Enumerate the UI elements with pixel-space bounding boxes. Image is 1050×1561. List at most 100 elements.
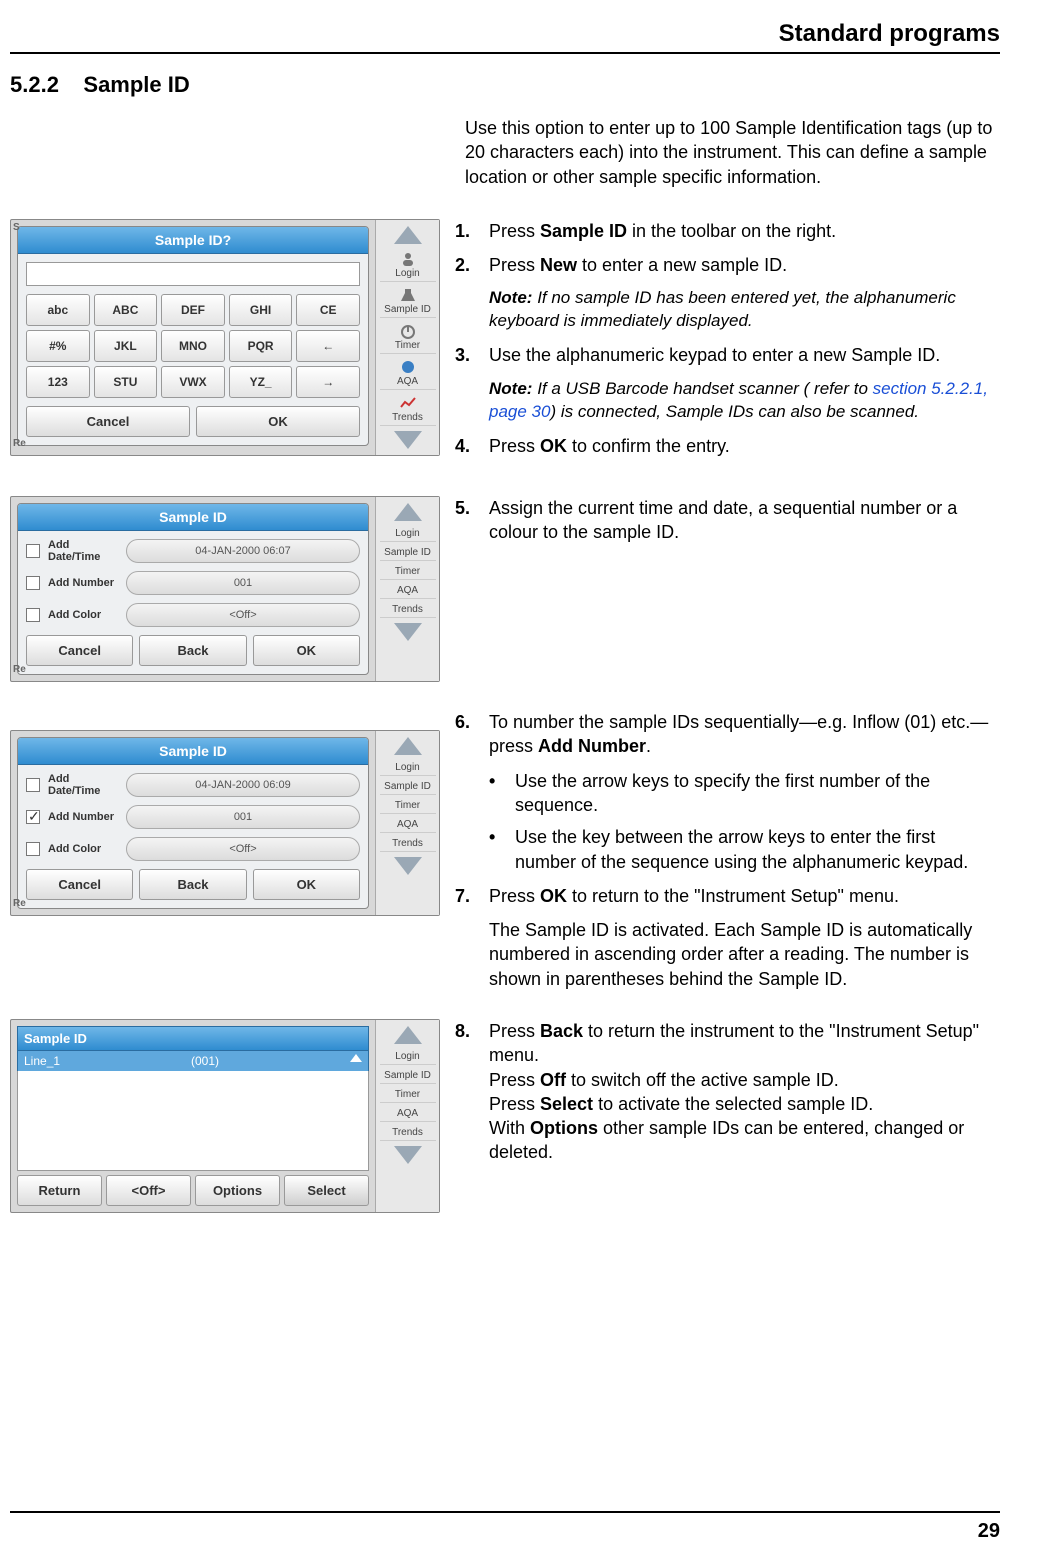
add-number-value[interactable]: 001 xyxy=(126,571,360,595)
scroll-down-icon[interactable] xyxy=(394,431,422,449)
row-2: Sample ID Add Date/Time04-JAN-2000 06:07… xyxy=(10,496,1000,682)
key-ABC[interactable]: ABC xyxy=(94,294,158,326)
step-8-text: Press Back to return the instrument to t… xyxy=(489,1019,1000,1165)
scroll-down-icon[interactable] xyxy=(394,857,422,875)
add-datetime-checkbox[interactable] xyxy=(26,544,40,558)
scroll-down-icon[interactable] xyxy=(394,623,422,641)
key-right-arrow[interactable]: → xyxy=(296,366,360,398)
screenshot-3: Sample ID Add Date/Time04-JAN-2000 06:09… xyxy=(10,730,440,916)
shot1-corner-top: S xyxy=(13,222,20,233)
scroll-up-icon[interactable] xyxy=(394,737,422,755)
key-STU[interactable]: STU xyxy=(94,366,158,398)
toolbar-trends[interactable]: Trends xyxy=(380,602,436,618)
list-scroll-up-icon[interactable] xyxy=(350,1054,362,1062)
toolbar-trends[interactable]: Trends xyxy=(380,836,436,852)
row-4: Sample ID Line_1 (001) Return <Off> Opti… xyxy=(10,1019,1000,1213)
key-sym[interactable]: #% xyxy=(26,330,90,362)
toolbar-sample-id[interactable]: Sample ID xyxy=(380,1068,436,1084)
list-row-selected[interactable]: Line_1 (001) xyxy=(17,1051,369,1071)
add-datetime-value[interactable]: 04-JAN-2000 06:07 xyxy=(126,539,360,563)
add-color-checkbox[interactable] xyxy=(26,608,40,622)
add-datetime-checkbox[interactable] xyxy=(26,778,40,792)
note-1: Note: If no sample ID has been entered y… xyxy=(489,287,1000,333)
person-icon xyxy=(399,251,417,267)
step-4-num: 4. xyxy=(455,434,489,458)
toolbar-login[interactable]: Login xyxy=(380,249,436,282)
toolbar-aqa[interactable]: AQA xyxy=(380,817,436,833)
shot2-corner-bl: Re xyxy=(13,664,26,675)
sample-id-input[interactable] xyxy=(26,262,360,286)
toolbar-trends[interactable]: Trends xyxy=(380,393,436,426)
step-7-text: Press OK to return to the "Instrument Se… xyxy=(489,884,1000,908)
step-3-num: 3. xyxy=(455,343,489,367)
cancel-button[interactable]: Cancel xyxy=(26,869,133,900)
screenshot-4: Sample ID Line_1 (001) Return <Off> Opti… xyxy=(10,1019,440,1213)
scroll-down-icon[interactable] xyxy=(394,1146,422,1164)
shot1-corner-bl: Re xyxy=(13,438,26,449)
step-8-num: 8. xyxy=(455,1019,489,1165)
key-123[interactable]: 123 xyxy=(26,366,90,398)
step-6-text: To number the sample IDs sequentially—e.… xyxy=(489,710,1000,759)
toolbar-timer[interactable]: Timer xyxy=(380,321,436,354)
dialog-sample-id-keypad: Sample ID? abc ABC DEF GHI CE #% xyxy=(17,226,369,446)
add-color-checkbox[interactable] xyxy=(26,842,40,856)
toolbar-sample-id[interactable]: Sample ID xyxy=(380,779,436,795)
scroll-up-icon[interactable] xyxy=(394,1026,422,1044)
key-CE[interactable]: CE xyxy=(296,294,360,326)
cancel-button[interactable]: Cancel xyxy=(26,635,133,666)
toolbar-sample-id[interactable]: Sample ID xyxy=(380,545,436,561)
ok-button[interactable]: OK xyxy=(253,869,360,900)
globe-icon xyxy=(399,359,417,375)
toolbar-timer[interactable]: Timer xyxy=(380,564,436,580)
ok-button[interactable]: OK xyxy=(196,406,360,437)
toolbar-aqa[interactable]: AQA xyxy=(380,583,436,599)
back-button[interactable]: Back xyxy=(139,869,246,900)
key-GHI[interactable]: GHI xyxy=(229,294,293,326)
key-YZ[interactable]: YZ_ xyxy=(229,366,293,398)
add-number-checkbox[interactable] xyxy=(26,576,40,590)
return-button[interactable]: Return xyxy=(17,1175,102,1206)
step-1-num: 1. xyxy=(455,219,489,243)
cancel-button[interactable]: Cancel xyxy=(26,406,190,437)
key-abc[interactable]: abc xyxy=(26,294,90,326)
footer-rule xyxy=(10,1511,1000,1513)
toolbar-aqa[interactable]: AQA xyxy=(380,1106,436,1122)
add-color-label: Add Color xyxy=(48,609,118,621)
off-button[interactable]: <Off> xyxy=(106,1175,191,1206)
key-DEF[interactable]: DEF xyxy=(161,294,225,326)
options-button[interactable]: Options xyxy=(195,1175,280,1206)
key-PQR[interactable]: PQR xyxy=(229,330,293,362)
add-number-checkbox[interactable] xyxy=(26,810,40,824)
toolbar-sample-id[interactable]: Sample ID xyxy=(380,285,436,318)
step-6-num: 6. xyxy=(455,710,489,759)
toolbar-right: Login Sample ID Timer AQA Trends xyxy=(375,220,439,455)
key-JKL[interactable]: JKL xyxy=(94,330,158,362)
page-number: 29 xyxy=(978,1520,1000,1543)
keypad: abc ABC DEF GHI CE #% JKL MNO PQR ← xyxy=(26,294,360,398)
add-color-value[interactable]: <Off> xyxy=(126,603,360,627)
ok-button[interactable]: OK xyxy=(253,635,360,666)
step-5-num: 5. xyxy=(455,496,489,545)
toolbar-aqa[interactable]: AQA xyxy=(380,357,436,390)
key-VWX[interactable]: VWX xyxy=(161,366,225,398)
back-button[interactable]: Back xyxy=(139,635,246,666)
toolbar-right: Login Sample ID Timer AQA Trends xyxy=(375,497,439,681)
list-row-value: (001) xyxy=(191,1054,219,1068)
toolbar-login[interactable]: Login xyxy=(380,760,436,776)
toolbar-login[interactable]: Login xyxy=(380,1049,436,1065)
toolbar-timer[interactable]: Timer xyxy=(380,1087,436,1103)
scroll-up-icon[interactable] xyxy=(394,226,422,244)
key-left-arrow[interactable]: ← xyxy=(296,330,360,362)
add-number-label: Add Number xyxy=(48,577,118,589)
key-MNO[interactable]: MNO xyxy=(161,330,225,362)
toolbar-login[interactable]: Login xyxy=(380,526,436,542)
toolbar-trends[interactable]: Trends xyxy=(380,1125,436,1141)
select-button[interactable]: Select xyxy=(284,1175,369,1206)
row-3: Sample ID Add Date/Time04-JAN-2000 06:09… xyxy=(10,710,1000,991)
scroll-up-icon[interactable] xyxy=(394,503,422,521)
toolbar-right: Login Sample ID Timer AQA Trends xyxy=(375,731,439,915)
step-7-num: 7. xyxy=(455,884,489,908)
dialog-title: Sample ID? xyxy=(18,227,368,254)
section-heading: 5.2.2 Sample ID xyxy=(10,72,1000,98)
toolbar-timer[interactable]: Timer xyxy=(380,798,436,814)
